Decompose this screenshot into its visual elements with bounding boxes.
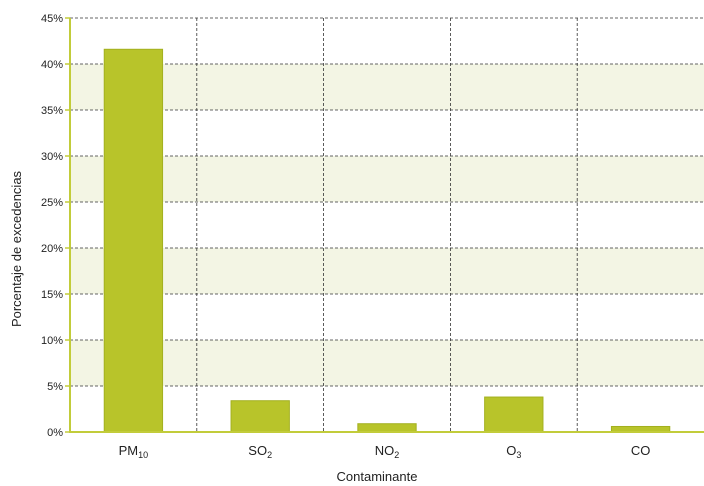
y-tick-label: 25% — [41, 197, 63, 209]
plot-band — [70, 64, 704, 110]
x-tick-label: CO — [631, 443, 651, 458]
y-tick-label: 15% — [41, 289, 63, 301]
y-axis-label: Porcentaje de excedencias — [9, 170, 24, 327]
y-tick-label: 40% — [41, 59, 63, 71]
plot-background-bands — [70, 18, 704, 432]
x-tick-label: PM10 — [119, 443, 149, 460]
x-tick-label: O3 — [506, 443, 521, 460]
y-tick-label: 35% — [41, 105, 63, 117]
bar — [230, 400, 290, 433]
bar — [103, 48, 164, 433]
y-tick-label: 20% — [41, 243, 63, 255]
plot-band — [70, 294, 704, 340]
x-tick-label: NO2 — [375, 443, 400, 460]
plot-band — [70, 340, 704, 386]
axes — [65, 17, 704, 433]
x-tick-label: SO2 — [248, 443, 272, 460]
bars — [103, 48, 671, 433]
grid-lines — [70, 17, 704, 432]
y-tick-label: 30% — [41, 151, 63, 163]
y-tick-label: 5% — [47, 381, 63, 393]
y-tick-label: 0% — [47, 427, 63, 439]
plot-band — [70, 202, 704, 248]
bar — [484, 396, 544, 433]
plot-band — [70, 110, 704, 156]
x-tick-labels: PM10 SO2 NO2 O3 CO — [119, 443, 651, 460]
bar — [357, 423, 417, 433]
plot-band — [70, 156, 704, 202]
y-tick-label: 10% — [41, 335, 63, 347]
y-tick-label: 45% — [41, 13, 63, 25]
x-axis-label: Contaminante — [337, 469, 418, 484]
y-tick-labels: 0% 5% 10% 15% 20% 25% 30% 35% 40% 45% — [41, 13, 63, 439]
plot-band — [70, 18, 704, 64]
plot-band — [70, 248, 704, 294]
